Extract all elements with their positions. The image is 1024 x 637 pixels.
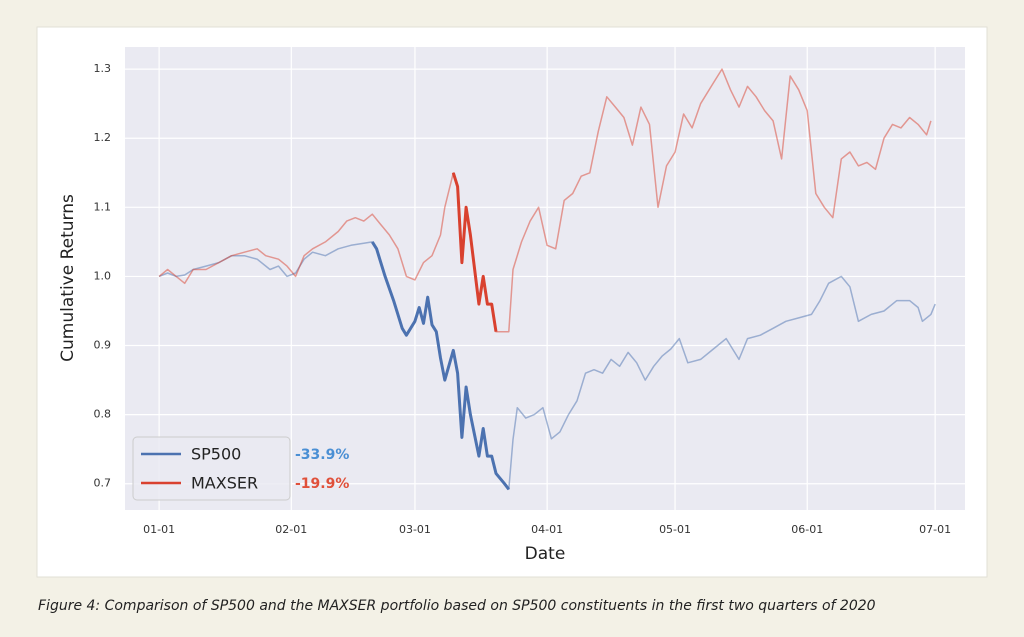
- plot-area: [125, 47, 965, 510]
- y-tick-label: 1.3: [94, 62, 112, 75]
- y-tick-label: 1.1: [94, 200, 112, 213]
- y-tick-label: 0.7: [94, 477, 112, 490]
- x-tick-label: 01-01: [143, 523, 175, 536]
- x-tick-label: 02-01: [275, 523, 307, 536]
- legend-label: MAXSER: [191, 474, 258, 493]
- legend-label: SP500: [191, 445, 241, 464]
- y-axis-label: Cumulative Returns: [58, 194, 78, 362]
- legend-annotation: -19.9%: [295, 476, 349, 492]
- x-tick-label: 07-01: [919, 523, 951, 536]
- lines: [158, 68, 936, 491]
- x-tick-label: 06-01: [791, 523, 823, 536]
- x-axis-label: Date: [525, 544, 566, 564]
- legend-annotation: -33.9%: [295, 447, 349, 463]
- legend: SP500 -33.9% MAXSER -19.9%: [132, 436, 349, 501]
- y-tick-label: 0.9: [94, 339, 112, 352]
- x-tick-label: 03-01: [399, 523, 431, 536]
- x-tick-label: 05-01: [659, 523, 691, 536]
- caption: Figure 4: Comparison of SP500 and the MA…: [38, 598, 876, 614]
- series-line-highlight: [371, 241, 510, 491]
- series-line-highlight: [451, 172, 498, 332]
- y-tick-label: 0.8: [94, 408, 112, 421]
- y-tick-label: 1.0: [94, 269, 112, 282]
- series-line: [158, 68, 932, 333]
- grid: [125, 47, 965, 510]
- y-tick-label: 1.2: [94, 131, 112, 144]
- x-tick-label: 04-01: [531, 523, 563, 536]
